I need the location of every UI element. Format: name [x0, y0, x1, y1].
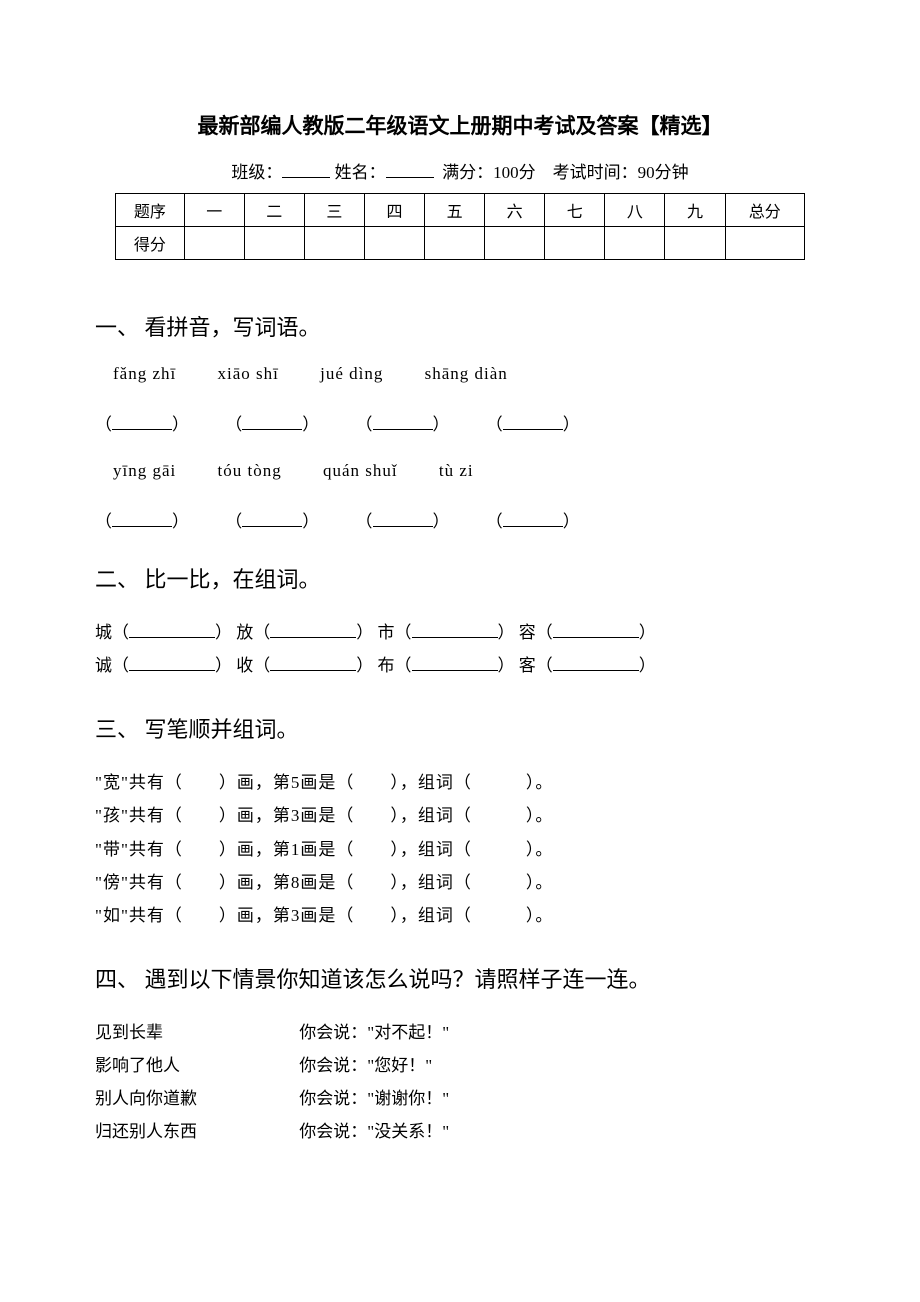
row-label: 得分	[116, 227, 185, 260]
q2-heading: 二、 比一比，在组词。	[95, 562, 825, 594]
table-cell	[304, 227, 364, 260]
pinyin-item: fǎng zhī	[113, 364, 176, 384]
q3-heading: 三、 写笔顺并组词。	[95, 712, 825, 744]
q4-say: 你会说：	[299, 1089, 367, 1108]
table-cell	[184, 227, 244, 260]
q3-item: "如"共有（ ）画，第3画是（ ），组词（ ）。	[95, 899, 825, 932]
table-cell: 七	[545, 194, 605, 227]
pinyin-item: xiāo shī	[217, 364, 278, 384]
q2-char: 布	[378, 656, 395, 675]
table-cell: 总分	[725, 194, 804, 227]
q3-item: "孩"共有（ ）画，第3画是（ ），组词（ ）。	[95, 799, 825, 832]
pinyin-row: yīng gāi tóu tòng quán shuǐ tù zi	[113, 461, 825, 481]
q2-char: 市	[378, 623, 395, 642]
table-cell: 三	[304, 194, 364, 227]
q4-say: 你会说：	[299, 1122, 367, 1141]
q4-say: 你会说：	[299, 1056, 367, 1075]
pinyin-item: jué dìng	[320, 364, 383, 384]
blank-row: （） （） （） （）	[95, 410, 825, 435]
table-cell	[244, 227, 304, 260]
name-blank	[386, 162, 434, 178]
time-label: 考试时间：90分钟	[553, 163, 689, 182]
exam-info-line: 班级： 姓名： 满分：100分 考试时间：90分钟	[95, 158, 825, 183]
q4-left: 见到长辈	[95, 1016, 295, 1049]
pinyin-row: fǎng zhī xiāo shī jué dìng shāng diàn	[113, 364, 825, 384]
q4-say: 你会说：	[299, 1023, 367, 1042]
table-cell: 五	[425, 194, 485, 227]
q4-left: 影响了他人	[95, 1049, 295, 1082]
q2-char: 城	[95, 623, 112, 642]
class-label: 班级：	[231, 163, 282, 182]
q2-char: 收	[236, 656, 253, 675]
blank-item: （）	[95, 507, 189, 532]
q1-heading: 一、 看拼音，写词语。	[95, 310, 825, 342]
q3-item: "带"共有（ ）画，第1画是（ ），组词（ ）。	[95, 833, 825, 866]
fullscore-label: 满分：100分	[442, 163, 536, 182]
q4-item: 别人向你道歉 你会说："谢谢你！"	[95, 1082, 825, 1115]
q4-right: "没关系！"	[367, 1122, 449, 1141]
pinyin-item: yīng gāi	[113, 461, 176, 481]
table-cell: 九	[665, 194, 725, 227]
blank-item: （）	[486, 507, 580, 532]
pinyin-item: shāng diàn	[425, 364, 508, 384]
q3-item: "傍"共有（ ）画，第8画是（ ），组词（ ）。	[95, 866, 825, 899]
blank-item: （）	[225, 507, 319, 532]
q4-right: "您好！"	[367, 1056, 432, 1075]
table-row: 得分	[116, 227, 805, 260]
table-cell: 二	[244, 194, 304, 227]
q2-row: 诚（） 收（） 布（） 客（）	[95, 649, 825, 682]
table-cell	[485, 227, 545, 260]
table-cell	[545, 227, 605, 260]
table-cell: 一	[184, 194, 244, 227]
table-cell: 四	[364, 194, 424, 227]
pinyin-item: tóu tòng	[218, 461, 282, 481]
q2-char: 放	[236, 623, 253, 642]
q4-right: "对不起！"	[367, 1023, 449, 1042]
blank-row: （） （） （） （）	[95, 507, 825, 532]
blank-item: （）	[486, 410, 580, 435]
pinyin-item: quán shuǐ	[323, 461, 398, 481]
blank-item: （）	[95, 410, 189, 435]
q4-left: 别人向你道歉	[95, 1082, 295, 1115]
blank-item: （）	[356, 410, 450, 435]
q4-right: "谢谢你！"	[367, 1089, 449, 1108]
q4-item: 归还别人东西 你会说："没关系！"	[95, 1115, 825, 1148]
table-row: 题序 一 二 三 四 五 六 七 八 九 总分	[116, 194, 805, 227]
table-cell	[605, 227, 665, 260]
q4-item: 见到长辈 你会说："对不起！"	[95, 1016, 825, 1049]
score-table: 题序 一 二 三 四 五 六 七 八 九 总分 得分	[115, 193, 805, 260]
q2-char: 诚	[95, 656, 112, 675]
table-cell	[425, 227, 485, 260]
table-cell: 六	[485, 194, 545, 227]
q3-item: "宽"共有（ ）画，第5画是（ ），组词（ ）。	[95, 766, 825, 799]
q4-item: 影响了他人 你会说："您好！"	[95, 1049, 825, 1082]
table-cell	[665, 227, 725, 260]
exam-title: 最新部编人教版二年级语文上册期中考试及答案【精选】	[95, 110, 825, 140]
table-cell	[364, 227, 424, 260]
q4-left: 归还别人东西	[95, 1115, 295, 1148]
row-label: 题序	[116, 194, 185, 227]
table-cell	[725, 227, 804, 260]
q2-row: 城（） 放（） 市（） 容（）	[95, 616, 825, 649]
table-cell: 八	[605, 194, 665, 227]
q4-heading: 四、 遇到以下情景你知道该怎么说吗？请照样子连一连。	[95, 962, 825, 994]
class-blank	[282, 162, 330, 178]
pinyin-item: tù zi	[439, 461, 474, 481]
q2-char: 客	[519, 656, 536, 675]
blank-item: （）	[356, 507, 450, 532]
q2-char: 容	[519, 623, 536, 642]
blank-item: （）	[225, 410, 319, 435]
name-label: 姓名：	[335, 163, 386, 182]
